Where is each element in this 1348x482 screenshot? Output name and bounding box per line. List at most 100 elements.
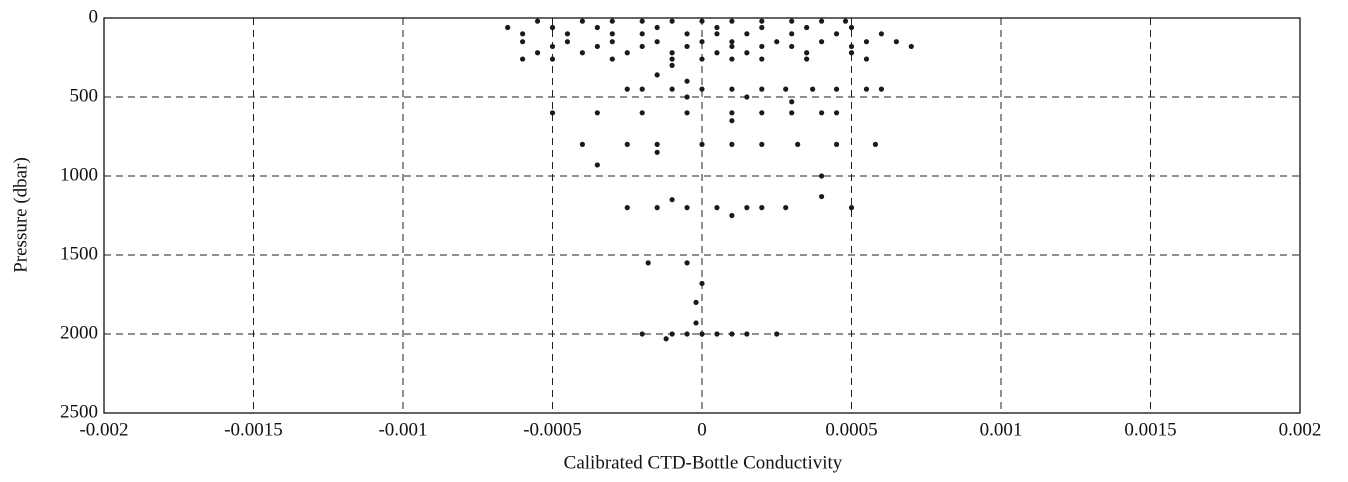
point <box>848 43 855 50</box>
point <box>684 110 690 116</box>
point <box>684 31 690 37</box>
x-tick-label: 0.001 <box>980 419 1023 440</box>
point <box>699 86 705 92</box>
point <box>624 86 630 92</box>
point <box>520 56 526 62</box>
point <box>609 18 615 24</box>
point <box>759 141 765 147</box>
point <box>789 18 795 24</box>
point <box>594 110 600 116</box>
point <box>669 197 675 203</box>
point <box>714 24 720 31</box>
point <box>534 50 541 56</box>
point <box>549 43 556 50</box>
point <box>833 86 840 92</box>
point <box>549 56 556 62</box>
point <box>714 31 720 37</box>
x-tick-label: -0.002 <box>79 419 128 440</box>
point <box>579 141 586 147</box>
point <box>729 118 735 124</box>
point <box>744 50 750 56</box>
point <box>833 110 840 116</box>
point <box>819 39 825 45</box>
point <box>789 110 795 116</box>
point <box>684 78 690 84</box>
y-tick-label: 1000 <box>60 164 98 185</box>
x-tick-label: -0.0005 <box>523 419 582 440</box>
point <box>729 56 735 62</box>
point <box>699 141 705 147</box>
x-tick-label: 0.0015 <box>1124 419 1176 440</box>
point <box>699 18 705 24</box>
x-axis-label: Calibrated CTD-Bottle Conductivity <box>564 452 843 473</box>
point <box>804 50 810 56</box>
point <box>819 193 825 200</box>
point <box>863 39 870 45</box>
y-tick-label: 0 <box>89 6 99 27</box>
point <box>804 56 810 62</box>
point <box>783 86 789 92</box>
point <box>693 320 699 326</box>
point <box>759 24 765 31</box>
point <box>878 86 885 92</box>
point <box>684 94 690 100</box>
point <box>520 31 526 37</box>
point <box>654 24 660 31</box>
point <box>624 50 630 56</box>
point <box>729 39 735 45</box>
point <box>833 31 840 37</box>
point <box>684 331 690 337</box>
point <box>663 336 669 342</box>
point <box>609 39 615 45</box>
point <box>863 56 870 62</box>
point <box>624 141 630 147</box>
point <box>639 18 645 24</box>
y-tick-label: 500 <box>70 85 99 106</box>
x-tick-label: -0.001 <box>378 419 427 440</box>
point <box>744 331 750 337</box>
point <box>714 331 720 337</box>
point <box>564 39 571 45</box>
point <box>729 43 735 50</box>
point <box>654 205 660 211</box>
x-tick-label: -0.0015 <box>224 419 283 440</box>
point <box>789 43 795 50</box>
point <box>645 260 651 266</box>
point <box>833 141 840 147</box>
point <box>534 18 541 24</box>
point <box>908 43 914 50</box>
point <box>699 331 705 337</box>
y-axis-label: Pressure (dbar) <box>10 157 31 273</box>
point <box>639 86 645 92</box>
point <box>848 205 855 211</box>
point <box>639 43 645 50</box>
point <box>759 86 765 92</box>
point <box>669 50 675 56</box>
point <box>669 18 675 24</box>
y-tick-label: 2000 <box>60 322 98 343</box>
point <box>699 39 705 45</box>
point <box>893 39 899 45</box>
point <box>520 39 526 45</box>
point <box>714 205 720 211</box>
point <box>729 86 735 92</box>
point <box>669 331 675 337</box>
point <box>729 110 735 116</box>
point <box>684 43 690 50</box>
point <box>579 18 586 24</box>
point <box>639 31 645 37</box>
point <box>639 110 645 116</box>
point <box>699 56 705 62</box>
point <box>759 18 765 24</box>
point <box>863 86 870 92</box>
point <box>699 280 705 287</box>
point <box>819 173 825 179</box>
point <box>774 39 780 45</box>
point <box>729 212 735 219</box>
point <box>729 18 735 24</box>
point <box>774 331 780 337</box>
point <box>744 205 750 211</box>
point <box>609 56 615 62</box>
point <box>759 205 765 211</box>
